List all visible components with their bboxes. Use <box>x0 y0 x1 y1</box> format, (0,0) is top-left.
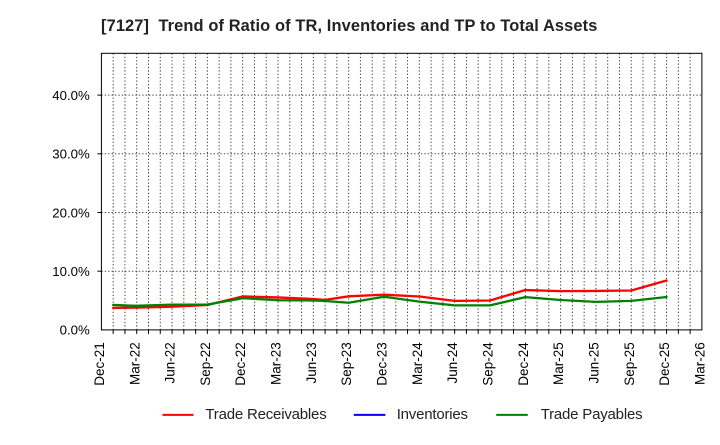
svg-text:40.0%: 40.0% <box>52 88 90 103</box>
svg-text:Mar-22: Mar-22 <box>127 342 142 385</box>
svg-text:Jun-24: Jun-24 <box>445 342 460 384</box>
svg-text:Sep-23: Sep-23 <box>339 342 354 386</box>
svg-text:Sep-24: Sep-24 <box>481 342 496 386</box>
svg-text:Mar-24: Mar-24 <box>410 342 425 385</box>
svg-text:0.0%: 0.0% <box>60 323 90 338</box>
svg-text:Trade Payables: Trade Payables <box>541 406 643 423</box>
svg-text:Dec-21: Dec-21 <box>92 342 107 386</box>
svg-text:Dec-25: Dec-25 <box>657 342 672 386</box>
svg-text:20.0%: 20.0% <box>52 205 90 220</box>
svg-text:Mar-23: Mar-23 <box>269 342 284 385</box>
svg-text:Jun-25: Jun-25 <box>586 342 601 383</box>
svg-text:Dec-24: Dec-24 <box>516 342 531 386</box>
svg-text:10.0%: 10.0% <box>52 264 90 279</box>
svg-text:Dec-22: Dec-22 <box>233 342 248 386</box>
svg-text:Mar-26: Mar-26 <box>692 342 707 385</box>
svg-text:Jun-22: Jun-22 <box>163 342 178 383</box>
svg-text:Trade Receivables: Trade Receivables <box>205 406 326 423</box>
svg-text:Sep-25: Sep-25 <box>622 342 637 386</box>
svg-text:Sep-22: Sep-22 <box>198 342 213 386</box>
svg-text:Inventories: Inventories <box>397 406 468 423</box>
svg-text:Mar-25: Mar-25 <box>551 342 566 385</box>
svg-text:Dec-23: Dec-23 <box>375 342 390 386</box>
svg-text:30.0%: 30.0% <box>52 147 90 162</box>
svg-text:[7127] Trend of Ratio of TR,: [7127] Trend of Ratio of TR, Inventories… <box>101 17 597 35</box>
svg-text:Jun-23: Jun-23 <box>304 342 319 383</box>
